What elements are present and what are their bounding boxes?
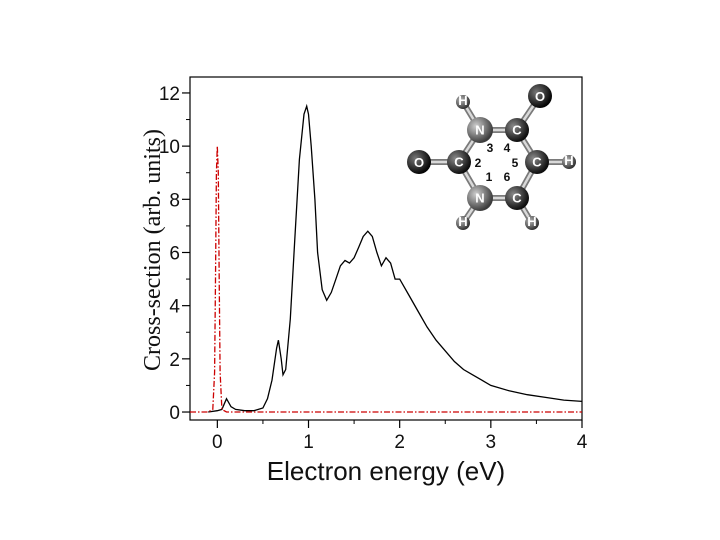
atom-symbol: C [454, 155, 464, 170]
atom-h [456, 95, 470, 109]
ring-position-number: 3 [487, 141, 494, 155]
y-tick-label: 2 [169, 350, 180, 371]
atom-symbol: C [532, 155, 542, 170]
atom-c [447, 150, 471, 174]
atom-c [505, 186, 529, 210]
x-tick-label: 4 [577, 432, 588, 453]
ring-position-number: 5 [512, 156, 519, 170]
atom-symbol: C [512, 123, 522, 138]
atom-symbol: H [527, 214, 536, 229]
atom-h [562, 155, 576, 169]
y-tick-label: 12 [159, 84, 180, 105]
atom-symbol: N [475, 123, 484, 138]
ring-position-number: 2 [475, 156, 482, 170]
ring-position-number: 1 [486, 170, 493, 184]
y-tick-label: 10 [159, 137, 180, 158]
x-axis-title: Electron energy (eV) [267, 456, 505, 486]
atom-symbol: H [458, 214, 467, 229]
atom-h [456, 216, 470, 230]
y-axis-ticks: 0 2 4 6 8 10 12 [159, 84, 190, 424]
atom-n [467, 185, 493, 211]
atom-o [528, 84, 552, 108]
atom-h [525, 216, 539, 230]
y-tick-label: 8 [169, 190, 180, 211]
plot-frame [189, 76, 583, 421]
y-tick-label: 4 [169, 297, 180, 318]
atom-symbol: O [414, 155, 424, 170]
atom-symbol: O [535, 89, 545, 104]
y-tick-label: 6 [169, 243, 180, 264]
atom-symbol: N [475, 191, 484, 206]
reference-peak-curve [190, 146, 582, 413]
x-tick-label: 1 [303, 432, 314, 453]
atom-symbol: H [564, 153, 573, 168]
x-tick-label: 2 [394, 432, 405, 453]
y-axis-title: Cross-section (arb. units) [140, 129, 166, 371]
atom-n [467, 117, 493, 143]
atom-symbol: H [458, 93, 467, 108]
atom-o [407, 150, 431, 174]
cross-section-curve [208, 103, 583, 413]
ring-position-number: 6 [504, 170, 511, 184]
series-layer [190, 103, 583, 413]
y-tick-label: 0 [169, 403, 180, 424]
ring-position-number: 4 [504, 141, 511, 155]
atom-c [525, 150, 549, 174]
x-axis-ticks: 0 1 2 3 4 [212, 420, 588, 453]
x-tick-label: 3 [486, 432, 497, 453]
atom-c [505, 118, 529, 142]
atom-symbol: C [512, 191, 522, 206]
x-tick-label: 0 [212, 432, 223, 453]
